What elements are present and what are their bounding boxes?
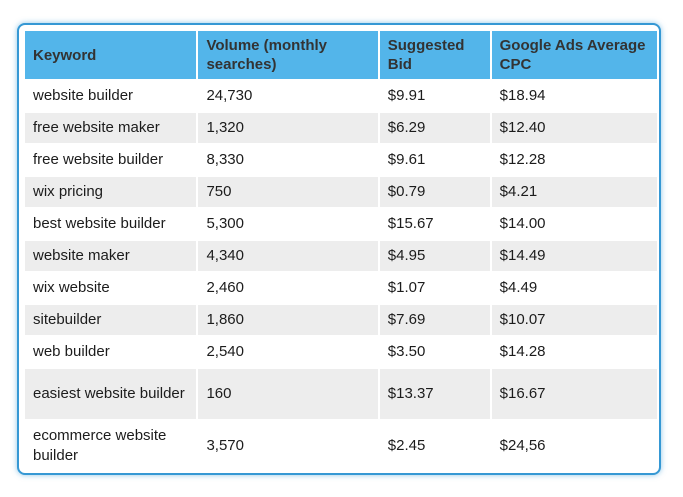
cell-suggested-bid: $2.45 xyxy=(379,421,490,471)
cell-keyword: ecommerce website builder xyxy=(25,421,197,471)
table-header-row: Keyword Volume (monthly searches) Sugges… xyxy=(25,31,657,79)
cell-keyword: wix website xyxy=(25,273,197,303)
table-row: ecommerce website builder 3,570 $2.45 $2… xyxy=(25,421,657,471)
table-row: web builder 2,540 $3.50 $14.28 xyxy=(25,337,657,367)
cell-keyword: website builder xyxy=(25,81,197,111)
table-row: free website maker 1,320 $6.29 $12.40 xyxy=(25,113,657,143)
cell-keyword: website maker xyxy=(25,241,197,271)
cell-volume: 1,860 xyxy=(198,305,378,335)
cell-google-ads-cpc: $12.40 xyxy=(491,113,657,143)
cell-keyword: easiest website builder xyxy=(25,369,197,419)
cell-suggested-bid: $0.79 xyxy=(379,177,490,207)
cell-google-ads-cpc: $12.28 xyxy=(491,145,657,175)
cell-suggested-bid: $4.95 xyxy=(379,241,490,271)
cell-google-ads-cpc: $4.49 xyxy=(491,273,657,303)
cell-volume: 8,330 xyxy=(198,145,378,175)
cell-suggested-bid: $1.07 xyxy=(379,273,490,303)
cell-suggested-bid: $15.67 xyxy=(379,209,490,239)
cell-keyword: best website builder xyxy=(25,209,197,239)
keyword-table: Keyword Volume (monthly searches) Sugges… xyxy=(23,29,659,473)
cell-google-ads-cpc: $10.07 xyxy=(491,305,657,335)
cell-volume: 5,300 xyxy=(198,209,378,239)
cell-keyword: web builder xyxy=(25,337,197,367)
cell-google-ads-cpc: $16.67 xyxy=(491,369,657,419)
table-row: easiest website builder 160 $13.37 $16.6… xyxy=(25,369,657,419)
cell-suggested-bid: $6.29 xyxy=(379,113,490,143)
cell-suggested-bid: $9.61 xyxy=(379,145,490,175)
table-row: wix website 2,460 $1.07 $4.49 xyxy=(25,273,657,303)
cell-suggested-bid: $13.37 xyxy=(379,369,490,419)
table-row: free website builder 8,330 $9.61 $12.28 xyxy=(25,145,657,175)
table-row: wix pricing 750 $0.79 $4.21 xyxy=(25,177,657,207)
cell-volume: 2,540 xyxy=(198,337,378,367)
cell-volume: 4,340 xyxy=(198,241,378,271)
table-row: sitebuilder 1,860 $7.69 $10.07 xyxy=(25,305,657,335)
cell-keyword: free website builder xyxy=(25,145,197,175)
cell-volume: 2,460 xyxy=(198,273,378,303)
cell-google-ads-cpc: $14.00 xyxy=(491,209,657,239)
cell-keyword: sitebuilder xyxy=(25,305,197,335)
cell-volume: 3,570 xyxy=(198,421,378,471)
cell-volume: 160 xyxy=(198,369,378,419)
header-keyword: Keyword xyxy=(25,31,197,79)
header-volume: Volume (monthly searches) xyxy=(198,31,378,79)
keyword-table-frame: Keyword Volume (monthly searches) Sugges… xyxy=(17,23,661,475)
table-row: website maker 4,340 $4.95 $14.49 xyxy=(25,241,657,271)
cell-suggested-bid: $7.69 xyxy=(379,305,490,335)
cell-keyword: wix pricing xyxy=(25,177,197,207)
cell-google-ads-cpc: $14.28 xyxy=(491,337,657,367)
table-row: best website builder 5,300 $15.67 $14.00 xyxy=(25,209,657,239)
cell-keyword: free website maker xyxy=(25,113,197,143)
cell-google-ads-cpc: $18.94 xyxy=(491,81,657,111)
cell-suggested-bid: $3.50 xyxy=(379,337,490,367)
cell-google-ads-cpc: $24,56 xyxy=(491,421,657,471)
cell-volume: 750 xyxy=(198,177,378,207)
cell-suggested-bid: $9.91 xyxy=(379,81,490,111)
cell-volume: 24,730 xyxy=(198,81,378,111)
cell-google-ads-cpc: $14.49 xyxy=(491,241,657,271)
header-suggested-bid: Suggested Bid xyxy=(379,31,490,79)
cell-google-ads-cpc: $4.21 xyxy=(491,177,657,207)
header-google-ads-cpc: Google Ads Average CPC xyxy=(491,31,657,79)
cell-volume: 1,320 xyxy=(198,113,378,143)
table-row: website builder 24,730 $9.91 $18.94 xyxy=(25,81,657,111)
